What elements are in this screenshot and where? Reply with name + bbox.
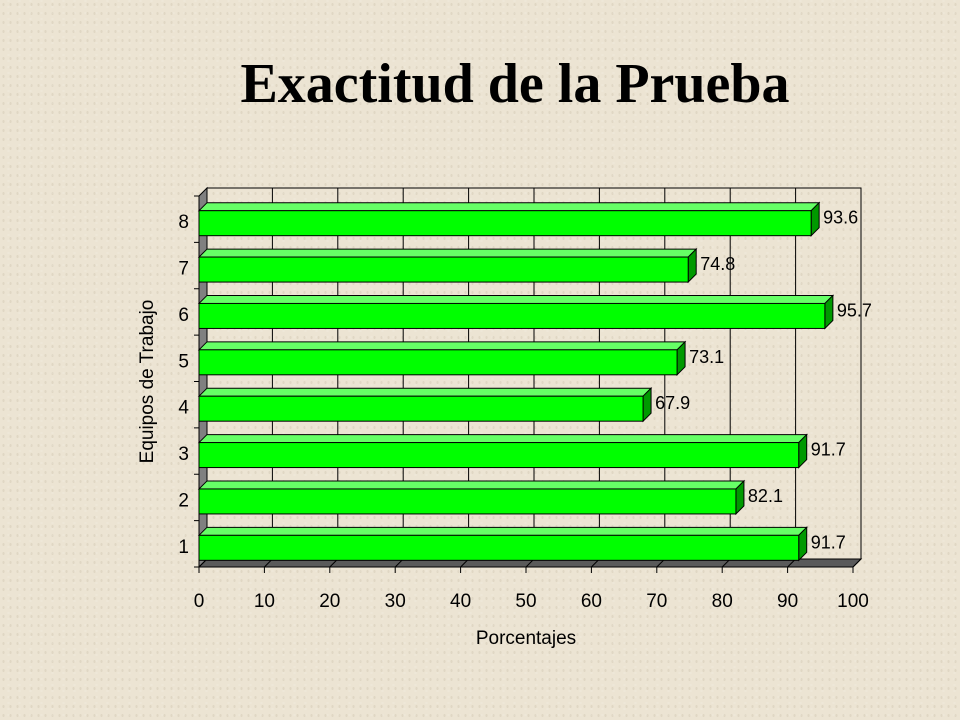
floor-gridline bbox=[852, 558, 862, 568]
y-tick-label: 6 bbox=[178, 305, 189, 326]
bar bbox=[198, 210, 812, 237]
bar bbox=[198, 256, 689, 283]
bar-top-face bbox=[197, 480, 746, 490]
x-tick-label: 60 bbox=[581, 591, 602, 612]
bar-group bbox=[197, 433, 808, 469]
x-tick-label: 0 bbox=[194, 591, 205, 612]
y-tick-label: 2 bbox=[178, 490, 189, 511]
bar-group bbox=[197, 247, 698, 284]
y-tick-label: 1 bbox=[178, 537, 189, 558]
bar-group bbox=[197, 386, 653, 423]
x-tick-label: 100 bbox=[837, 591, 869, 612]
data-label: 91.7 bbox=[811, 440, 846, 460]
bar-group bbox=[197, 479, 746, 516]
bar-top-face bbox=[197, 526, 808, 536]
y-tick-label: 8 bbox=[178, 212, 189, 233]
page-title: Exactitud de la Prueba bbox=[240, 53, 790, 115]
chart-labels: 91.7 1 82.1 2 91.7 3 67.9 4 73.1 5 95.7 6 74.8 7 93.6 8… bbox=[178, 208, 872, 612]
chart-bars bbox=[197, 201, 835, 562]
x-tick-label: 40 bbox=[450, 591, 471, 612]
bar-top-face bbox=[197, 387, 653, 397]
bar-top-face bbox=[197, 341, 687, 351]
bar bbox=[198, 349, 678, 376]
y-axis-title: Equipos de Trabajo bbox=[137, 300, 158, 464]
bar-top-face bbox=[197, 202, 821, 212]
chart-axes bbox=[194, 195, 854, 573]
data-label: 93.6 bbox=[823, 208, 858, 228]
bar-group bbox=[197, 201, 821, 237]
y-tick-label: 3 bbox=[178, 444, 189, 465]
x-axis-title: Porcentajes bbox=[476, 628, 576, 649]
bar-group bbox=[197, 294, 835, 330]
x-tick-label: 70 bbox=[646, 591, 667, 612]
bar-top-face bbox=[197, 434, 808, 444]
bar bbox=[198, 302, 826, 329]
data-label: 95.7 bbox=[837, 300, 872, 320]
x-tick-label: 80 bbox=[712, 591, 733, 612]
x-tick-label: 20 bbox=[319, 591, 340, 612]
data-label: 73.1 bbox=[689, 347, 724, 367]
x-tick-label: 10 bbox=[254, 591, 275, 612]
bar-top-face bbox=[197, 248, 698, 258]
bar-group bbox=[197, 526, 808, 562]
x-tick-label: 90 bbox=[777, 591, 798, 612]
bar bbox=[198, 395, 644, 422]
bar-top-face bbox=[197, 294, 835, 304]
data-label: 74.8 bbox=[700, 254, 735, 274]
bar bbox=[198, 442, 800, 469]
y-tick-label: 5 bbox=[178, 351, 189, 372]
data-label: 91.7 bbox=[811, 532, 846, 552]
data-label: 82.1 bbox=[748, 486, 783, 506]
bar bbox=[198, 488, 737, 515]
x-tick-label: 50 bbox=[515, 591, 536, 612]
y-tick-label: 7 bbox=[178, 259, 189, 280]
y-tick-label: 4 bbox=[178, 398, 189, 419]
x-tick-label: 30 bbox=[385, 591, 406, 612]
data-label: 67.9 bbox=[655, 393, 690, 413]
bar bbox=[198, 534, 800, 561]
bar-group bbox=[197, 340, 687, 377]
